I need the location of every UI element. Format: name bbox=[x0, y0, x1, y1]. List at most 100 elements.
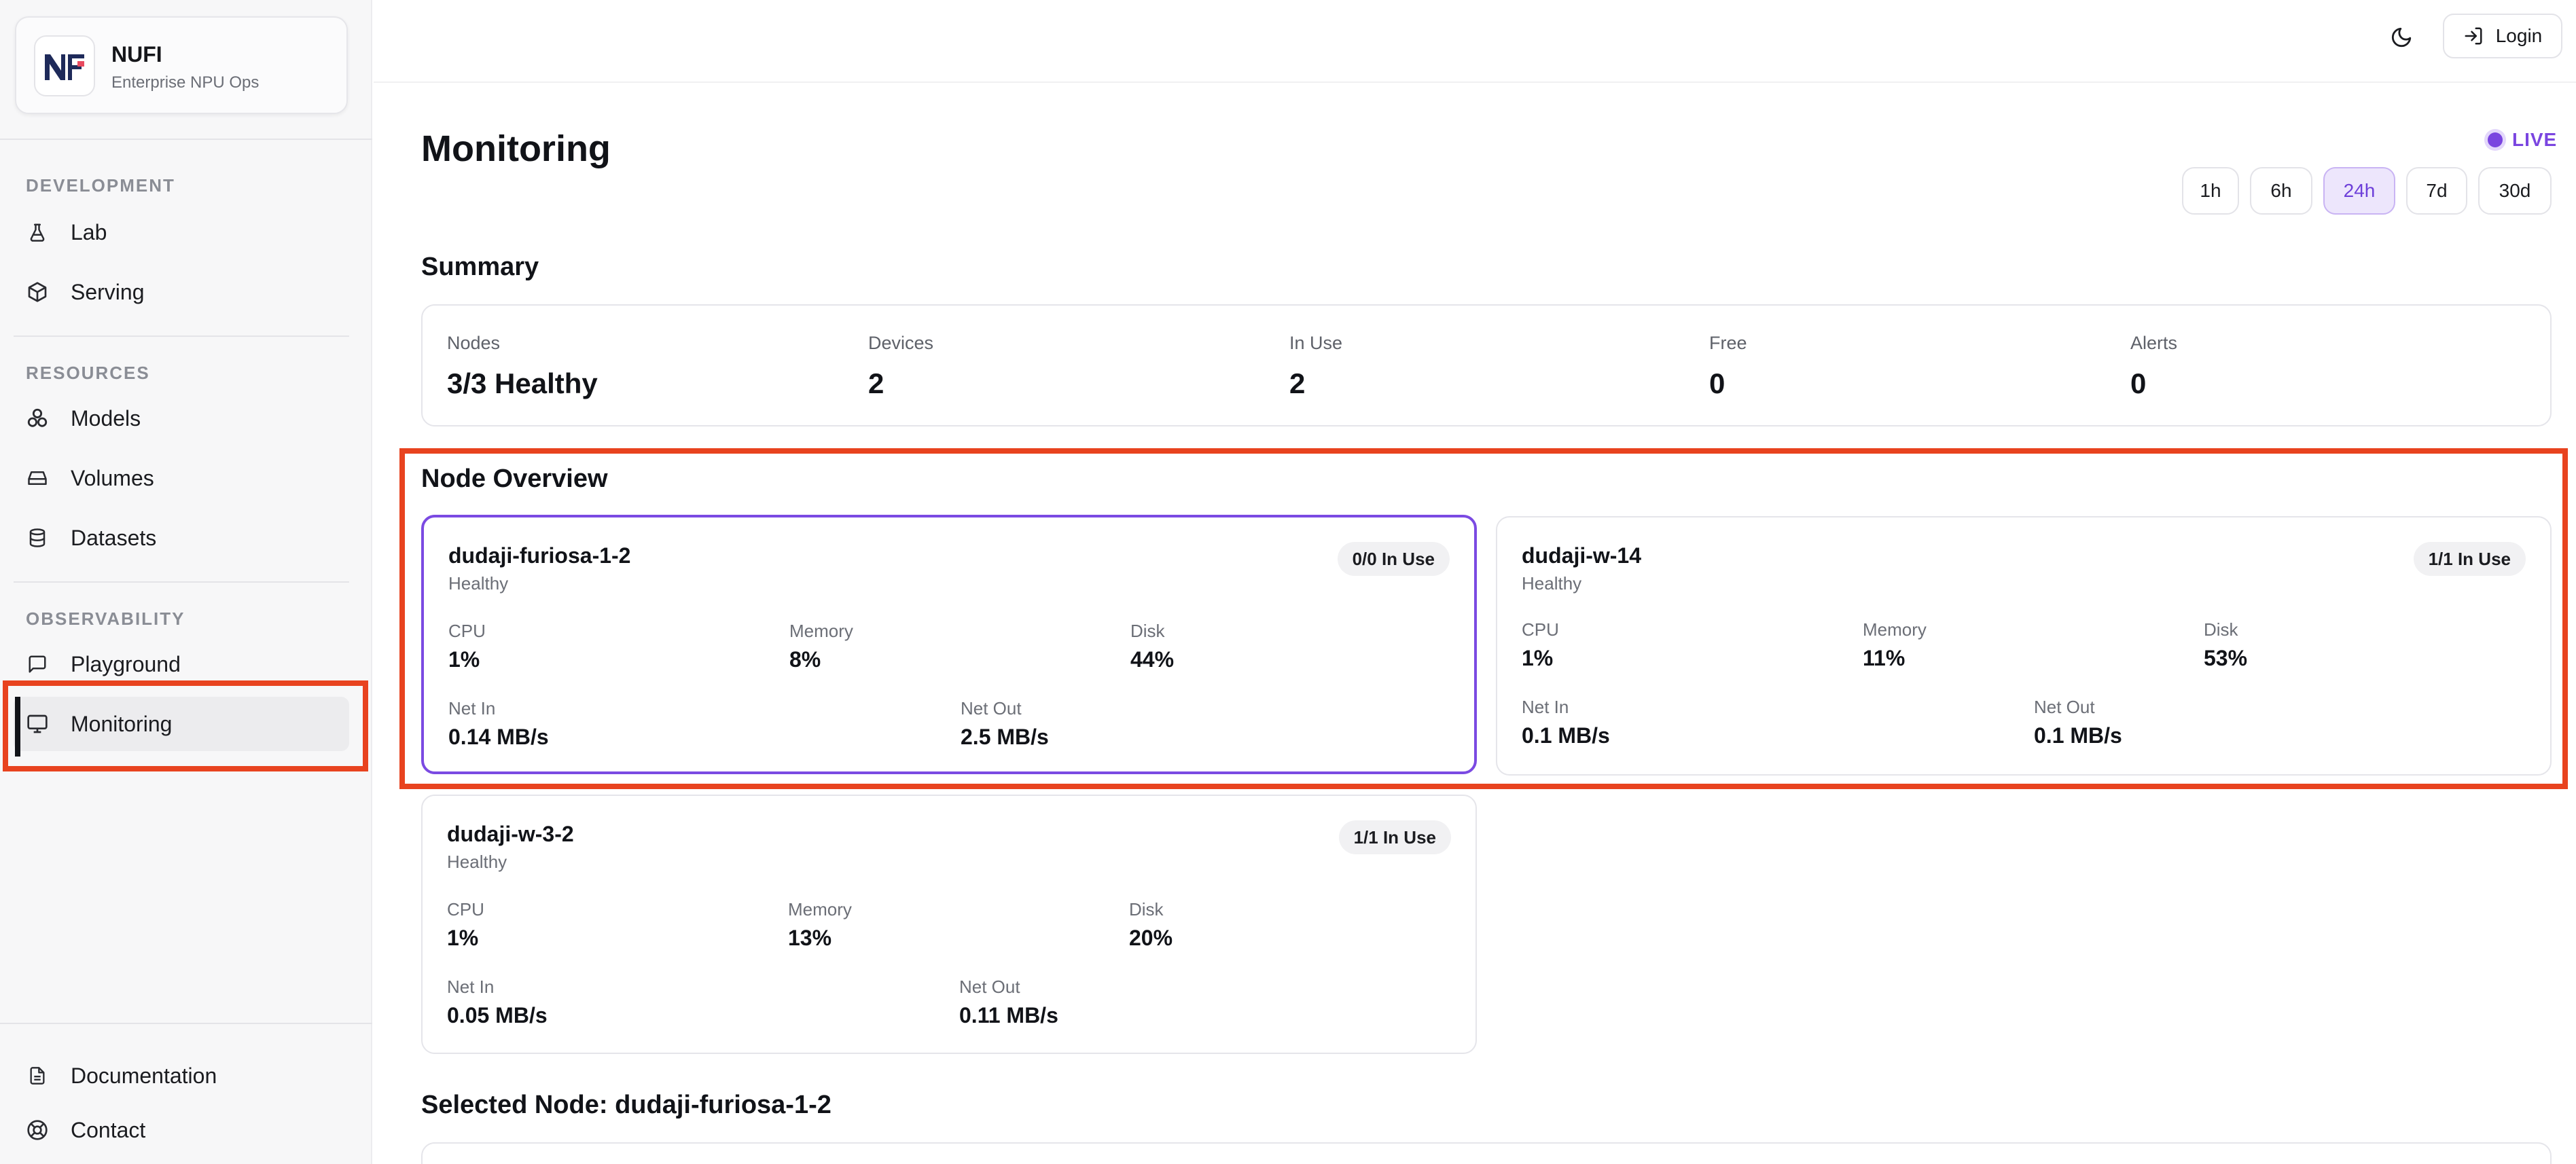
range-button-6h[interactable]: 6h bbox=[2250, 167, 2312, 215]
live-dot-icon bbox=[2488, 132, 2503, 147]
node-card-dudaji-w-3-2[interactable]: dudaji-w-3-2 Healthy 1/1 In Use CPU 1% M… bbox=[421, 795, 1477, 1054]
metric-value: 0.1 MB/s bbox=[2034, 723, 2122, 748]
sidebar-item-playground[interactable]: Playground bbox=[14, 637, 349, 691]
metric-label: Memory bbox=[1863, 619, 1927, 640]
login-icon bbox=[2465, 27, 2482, 45]
node-status: Healthy bbox=[1522, 573, 1582, 594]
document-icon bbox=[26, 1064, 49, 1087]
metric-memory: Memory 8% bbox=[789, 621, 853, 672]
node-usage-badge: 1/1 In Use bbox=[1338, 820, 1451, 854]
metric-value: 8% bbox=[789, 647, 821, 672]
metric-net-in: Net In 0.05 MB/s bbox=[447, 977, 548, 1028]
sidebar-item-label: Volumes bbox=[71, 465, 154, 490]
metric-label: Net In bbox=[1522, 697, 1569, 717]
node-status: Healthy bbox=[447, 852, 507, 872]
metric-label: CPU bbox=[1522, 619, 1559, 640]
highlight-box-monitoring bbox=[3, 680, 368, 771]
brand-subtitle: Enterprise NPU Ops bbox=[111, 73, 260, 92]
summary-label: Alerts bbox=[2130, 333, 2178, 353]
sidebar-divider bbox=[0, 1023, 372, 1024]
node-usage-badge: 0/0 In Use bbox=[1337, 542, 1450, 576]
metric-label: Net In bbox=[448, 698, 496, 719]
sidebar-item-label: Monitoring bbox=[71, 711, 173, 736]
drive-icon bbox=[26, 467, 49, 490]
brand-card[interactable]: NUFI Enterprise NPU Ops bbox=[15, 16, 348, 114]
sidebar-item-lab[interactable]: Lab bbox=[14, 205, 349, 259]
node-usage-badge: 1/1 In Use bbox=[2413, 542, 2526, 576]
metric-label: Net Out bbox=[959, 977, 1020, 997]
node-name: dudaji-furiosa-1-2 bbox=[448, 543, 631, 568]
sidebar-item-contact[interactable]: Contact bbox=[14, 1103, 349, 1157]
models-icon bbox=[26, 407, 49, 430]
metric-value: 1% bbox=[447, 926, 479, 950]
sidebar-item-label: Documentation bbox=[71, 1063, 217, 1088]
database-icon bbox=[26, 526, 49, 549]
sidebar-item-models[interactable]: Models bbox=[14, 391, 349, 445]
sidebar-item-monitoring[interactable]: Monitoring bbox=[14, 697, 349, 757]
summary-value: 3/3 Healthy bbox=[447, 367, 598, 399]
range-button-1h[interactable]: 1h bbox=[2182, 167, 2239, 215]
metric-label: Disk bbox=[2204, 619, 2238, 640]
sidebar-item-label: Datasets bbox=[71, 525, 157, 550]
summary-card: Nodes 3/3 Healthy Devices 2 In Use 2 Fre… bbox=[421, 304, 2552, 426]
range-button-30d[interactable]: 30d bbox=[2478, 167, 2552, 215]
login-label: Login bbox=[2495, 25, 2543, 46]
node-status: Healthy bbox=[448, 573, 509, 594]
metric-value: 20% bbox=[1129, 926, 1173, 950]
sidebar-item-label: Lab bbox=[71, 219, 107, 244]
highlight-box-node-overview bbox=[399, 448, 2568, 789]
metric-value: 2.5 MB/s bbox=[961, 725, 1049, 749]
metric-label: Disk bbox=[1129, 899, 1164, 920]
summary-item-free: Free 0 bbox=[1709, 333, 1747, 400]
sidebar-divider bbox=[14, 335, 349, 337]
sidebar-item-label: Models bbox=[71, 405, 141, 431]
metric-memory: Memory 13% bbox=[788, 899, 852, 951]
node-name: dudaji-w-3-2 bbox=[447, 822, 574, 846]
summary-item-nodes: Nodes 3/3 Healthy bbox=[447, 333, 598, 400]
brand-logo bbox=[34, 35, 95, 96]
summary-value: 2 bbox=[1289, 367, 1306, 399]
selected-node-title: Selected Node: dudaji-furiosa-1-2 bbox=[421, 1091, 831, 1119]
monitor-icon bbox=[26, 712, 49, 735]
sidebar-item-label: Playground bbox=[71, 651, 181, 676]
range-button-24h[interactable]: 24h bbox=[2323, 167, 2395, 215]
section-label-resources: RESOURCES bbox=[26, 363, 150, 383]
sidebar-item-label: Serving bbox=[71, 279, 145, 304]
topbar-divider bbox=[374, 81, 2576, 83]
sidebar-item-label: Contact bbox=[71, 1117, 146, 1142]
login-button[interactable]: Login bbox=[2443, 14, 2562, 58]
node-card-dudaji-w-14[interactable]: dudaji-w-14 Healthy 1/1 In Use CPU 1% Me… bbox=[1496, 516, 2552, 776]
metric-net-out: Net Out 0.1 MB/s bbox=[2034, 697, 2122, 748]
summary-label: In Use bbox=[1289, 333, 1343, 353]
metric-value: 44% bbox=[1130, 647, 1175, 672]
sidebar-divider bbox=[0, 139, 372, 140]
summary-label: Nodes bbox=[447, 333, 501, 353]
sidebar-divider bbox=[14, 581, 349, 583]
sidebar-item-volumes[interactable]: Volumes bbox=[14, 451, 349, 505]
metric-disk: Disk 53% bbox=[2204, 619, 2247, 671]
lifebuoy-icon bbox=[26, 1118, 49, 1142]
section-label-development: DEVELOPMENT bbox=[26, 175, 175, 196]
sidebar-item-documentation[interactable]: Documentation bbox=[14, 1049, 349, 1103]
theme-toggle-button[interactable] bbox=[2381, 18, 2422, 57]
summary-item-devices: Devices 2 bbox=[868, 333, 933, 400]
metric-value: 53% bbox=[2204, 646, 2248, 670]
metric-net-out: Net Out 0.11 MB/s bbox=[959, 977, 1058, 1028]
nufi-logo-icon bbox=[45, 54, 84, 80]
sidebar-item-serving[interactable]: Serving bbox=[14, 265, 349, 319]
summary-label: Free bbox=[1709, 333, 1747, 353]
metric-net-in: Net In 0.1 MB/s bbox=[1522, 697, 1610, 748]
range-button-7d[interactable]: 7d bbox=[2406, 167, 2467, 215]
cube-icon bbox=[26, 280, 49, 304]
summary-item-in-use: In Use 2 bbox=[1289, 333, 1342, 400]
active-indicator bbox=[15, 697, 20, 757]
node-card-dudaji-furiosa-1-2[interactable]: dudaji-furiosa-1-2 Healthy 0/0 In Use CP… bbox=[421, 515, 1477, 774]
metric-label: Net In bbox=[447, 977, 495, 997]
metric-net-in: Net In 0.14 MB/s bbox=[448, 698, 549, 750]
metric-value: 1% bbox=[448, 647, 480, 672]
summary-value: 2 bbox=[868, 367, 884, 399]
metric-memory: Memory 11% bbox=[1863, 619, 1927, 671]
sidebar-item-datasets[interactable]: Datasets bbox=[14, 511, 349, 565]
brand-name: NUFI bbox=[111, 42, 162, 67]
metric-value: 0.1 MB/s bbox=[1522, 723, 1610, 748]
